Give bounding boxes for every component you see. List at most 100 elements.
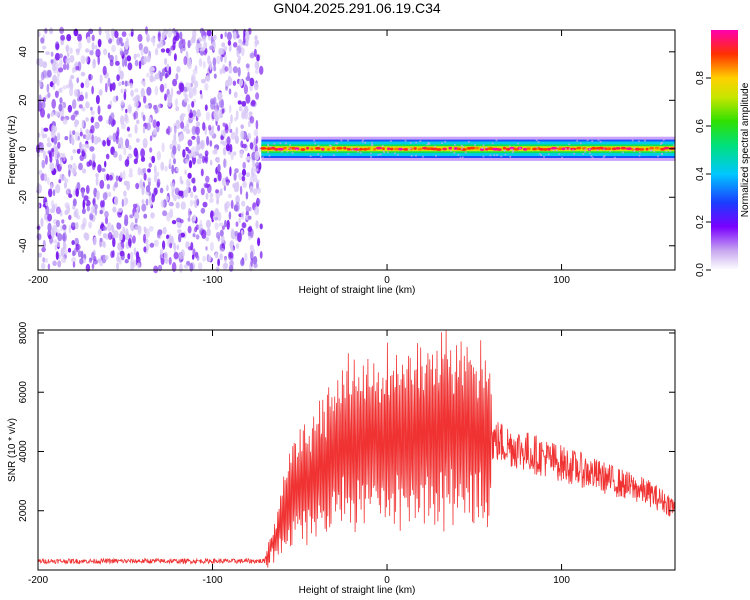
noise-blob: [237, 232, 242, 243]
signal-scatter-dot: [462, 145, 465, 148]
signal-scatter-dot: [537, 140, 540, 143]
noise-blob: [85, 144, 90, 149]
noise-blob: [107, 52, 111, 59]
signal-scatter-dot: [547, 153, 550, 156]
noise-blob: [104, 160, 107, 168]
noise-blob: [225, 85, 228, 91]
noise-blob: [199, 90, 203, 95]
noise-blob: [217, 124, 221, 132]
signal-scatter-dot: [415, 141, 418, 144]
signal-scatter-dot: [633, 150, 636, 153]
signal-peak-cell: [654, 146, 660, 150]
noise-blob: [191, 101, 195, 108]
noise-blob: [40, 217, 44, 227]
noise-blob: [94, 204, 98, 210]
noise-blob: [198, 223, 203, 231]
signal-scatter-dot: [415, 154, 417, 157]
noise-blob: [212, 215, 216, 221]
noise-blob: [68, 224, 72, 234]
noise-blob: [105, 82, 108, 93]
noise-blob: [183, 189, 189, 198]
noise-blob: [205, 236, 210, 242]
noise-blob: [152, 119, 157, 129]
noise-blob: [62, 176, 67, 182]
colorbar-tick-label: 0.4: [695, 167, 706, 181]
noise-blob: [123, 91, 127, 101]
signal-scatter-dot: [638, 151, 641, 154]
noise-blob: [253, 48, 257, 58]
noise-blob: [240, 258, 245, 267]
noise-blob: [210, 129, 214, 136]
noise-blob: [221, 42, 226, 48]
signal-scatter-dot: [672, 144, 675, 147]
signal-peak-cell: [649, 146, 654, 150]
noise-blob: [168, 66, 172, 76]
noise-blob: [56, 241, 61, 248]
noise-blob: [256, 187, 261, 194]
noise-blob: [250, 250, 254, 261]
noise-blob: [52, 74, 58, 85]
noise-blob: [88, 73, 92, 81]
noise-blob: [199, 27, 205, 35]
noise-blob: [176, 90, 182, 95]
noise-blob: [240, 47, 245, 57]
noise-blob: [247, 215, 252, 220]
noise-blob: [187, 225, 192, 234]
signal-scatter-dot: [450, 150, 452, 153]
signal-peak-cell: [362, 147, 368, 151]
x-tick-label: -100: [203, 275, 223, 286]
noise-blob: [156, 171, 160, 177]
noise-blob: [160, 48, 166, 53]
noise-blob: [246, 135, 252, 140]
signal-scatter-dot: [364, 141, 367, 144]
noise-blob: [128, 173, 134, 178]
noise-blob: [59, 87, 63, 93]
noise-blob: [78, 40, 82, 50]
colorbar: 0.0 0.2 0.4 0.6 0.8 Normalized spectral ampl…: [695, 30, 750, 277]
signal-scatter-dot: [482, 144, 485, 147]
signal-scatter-dot: [489, 154, 492, 157]
noise-blob: [97, 105, 101, 115]
noise-blob: [185, 158, 189, 164]
noise-blob: [165, 195, 169, 202]
noise-blob: [165, 257, 169, 265]
noise-blob: [249, 116, 255, 124]
signal-scatter-dot: [347, 139, 349, 142]
noise-blob: [127, 153, 133, 159]
signal-peak-cell: [502, 146, 507, 150]
noise-blob: [80, 71, 86, 77]
signal-scatter-dot: [280, 150, 283, 153]
noise-blob: [187, 39, 191, 49]
noise-blob: [67, 247, 72, 253]
noise-blob: [57, 233, 63, 242]
noise-blob: [248, 206, 252, 212]
noise-blob: [115, 175, 119, 182]
noise-blob: [127, 253, 131, 260]
signal-scatter-dot: [362, 139, 364, 142]
noise-blob: [171, 164, 175, 175]
noise-blob: [191, 135, 196, 140]
signal-scatter-dot: [568, 143, 571, 146]
noise-blob: [234, 135, 239, 145]
noise-blob: [214, 208, 219, 217]
noise-blob: [130, 222, 135, 232]
noise-blob: [106, 183, 111, 190]
noise-blob: [213, 177, 217, 183]
signal-scatter-dot: [638, 154, 641, 157]
noise-blob: [169, 143, 173, 150]
signal-peak-cell: [310, 147, 314, 151]
noise-blob: [97, 55, 100, 66]
noise-blob: [72, 66, 75, 74]
noise-blob: [47, 222, 52, 233]
noise-blob: [224, 31, 227, 38]
noise-blob: [158, 103, 161, 110]
signal-peak-cell: [542, 148, 548, 151]
noise-blob: [123, 196, 128, 207]
signal-scatter-dot: [482, 155, 485, 158]
signal-scatter-dot: [393, 152, 396, 155]
noise-blob: [245, 94, 251, 104]
noise-blob: [192, 86, 197, 96]
noise-blob: [204, 104, 208, 111]
noise-blob: [226, 219, 230, 230]
signal-scatter-dot: [370, 144, 373, 147]
